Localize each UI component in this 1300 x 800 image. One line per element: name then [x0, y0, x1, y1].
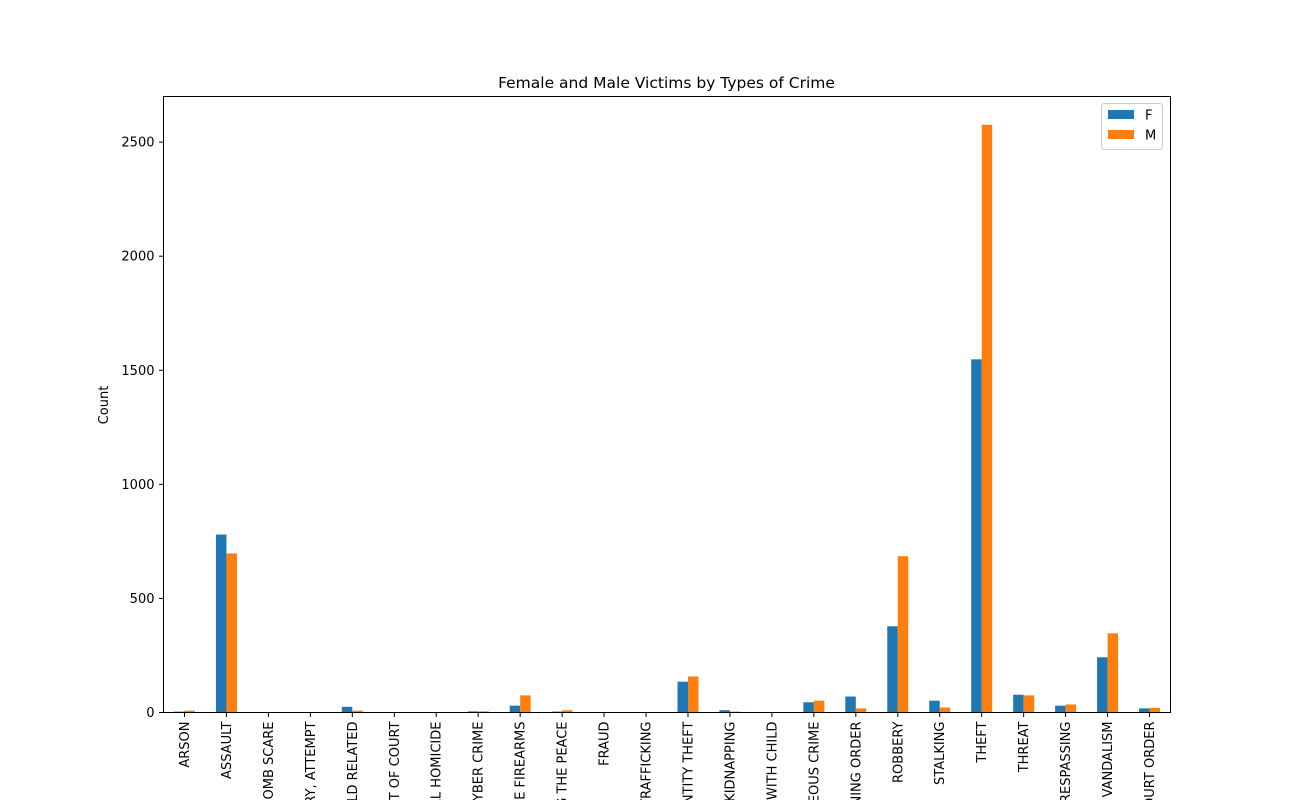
x-tick-label-11: HUMAN TRAFFICKING	[640, 722, 655, 800]
x-tick-label-16: RESTRAINING ORDER	[849, 722, 864, 800]
x-tick-label-4: CHILD RELATED	[346, 722, 361, 800]
ticks-layer: 0 500 1000 1500 2000 2500 ARSON ASSAULT BOMB SCA…	[121, 136, 1158, 800]
bar-M-16	[855, 708, 867, 713]
bar-M-1	[226, 553, 237, 713]
legend-swatch-F	[1108, 110, 1134, 119]
x-tick-label-13: KIDNAPPING	[723, 722, 738, 800]
bar-F-8	[509, 705, 521, 713]
bar-F-4	[341, 706, 353, 713]
y-tick-label-4: 2000	[121, 250, 154, 265]
bar-M-4	[352, 710, 363, 713]
x-tick-label-8: DISCHARGE FIREARMS	[514, 722, 529, 800]
x-tick-label-17: ROBBERY	[891, 721, 906, 783]
bar-M-12	[687, 676, 699, 713]
bar-M-8	[520, 695, 531, 713]
bar-M-21	[1065, 704, 1077, 713]
x-tick-label-14: LEWD WITH CHILD	[765, 722, 780, 800]
x-tick-label-23: VIOLATION OF COURT ORDER	[1143, 722, 1158, 800]
bar-M-22	[1107, 633, 1119, 713]
bar-F-20	[1013, 694, 1024, 713]
bar-M-18	[939, 707, 951, 713]
x-tick-label-20: THREAT	[1017, 721, 1032, 773]
bar-M-20	[1023, 695, 1035, 713]
bar-F-1	[215, 534, 227, 713]
bar-F-23	[1139, 708, 1150, 713]
bar-F-17	[887, 626, 898, 713]
x-tick-label-3: BURGLARY, ATTEMPT	[304, 721, 319, 800]
x-tick-label-12: IDENTITY THEFT	[681, 721, 696, 800]
x-tick-label-6: CRIMINAL HOMICIDE	[430, 722, 445, 800]
legend: FM	[1101, 103, 1163, 150]
chart-title: Female and Male Victims by Types of Crim…	[498, 74, 835, 92]
bar-M-19	[981, 124, 993, 713]
bar-M-17	[897, 556, 909, 713]
legend-label-M: M	[1145, 129, 1156, 144]
bar-F-18	[929, 700, 940, 713]
x-tick-label-15: MISCELLANEOUS CRIME	[807, 722, 822, 800]
x-tick-label-1: ASSAULT	[220, 721, 235, 778]
x-tick-label-5: CONTEMPT OF COURT	[388, 721, 403, 800]
bar-F-12	[677, 681, 688, 713]
x-tick-label-18: STALKING	[933, 722, 948, 785]
bar-F-22	[1097, 657, 1108, 713]
x-tick-label-7: CYBER CRIME	[472, 722, 487, 800]
x-tick-label-19: THEFT	[975, 721, 990, 763]
y-tick-label-3: 1500	[121, 364, 154, 379]
y-tick-label-5: 2500	[121, 136, 154, 151]
bar-F-7	[467, 711, 479, 713]
x-tick-label-9: DISTURBING THE PEACE	[556, 722, 571, 800]
x-tick-label-0: ARSON	[178, 722, 193, 768]
plot-frame	[163, 96, 1171, 713]
bar-M-9	[562, 710, 573, 713]
bar-F-13	[719, 710, 730, 713]
y-tick-label-2: 1000	[121, 478, 154, 493]
y-axis-title: Count	[97, 386, 112, 425]
bars-layer	[173, 124, 1161, 713]
x-tick-label-21: TRESPASSING	[1059, 722, 1074, 800]
y-tick-label-1: 500	[130, 592, 155, 607]
bar-M-7	[478, 711, 489, 713]
legend-swatch-M	[1108, 130, 1134, 139]
bar-F-15	[803, 702, 814, 713]
x-tick-label-10: FRAUD	[598, 722, 613, 766]
bar-F-19	[971, 359, 982, 713]
bar-M-23	[1149, 707, 1161, 713]
bar-F-16	[845, 696, 856, 713]
bar-M-15	[813, 700, 825, 713]
legend-label-F: F	[1145, 109, 1152, 124]
y-tick-label-0: 0	[146, 706, 154, 721]
bar-M-0	[184, 710, 195, 713]
bar-F-21	[1055, 705, 1066, 713]
x-tick-label-2: BOMB SCARE	[262, 722, 277, 800]
x-tick-label-22: VANDALISM	[1101, 722, 1116, 798]
